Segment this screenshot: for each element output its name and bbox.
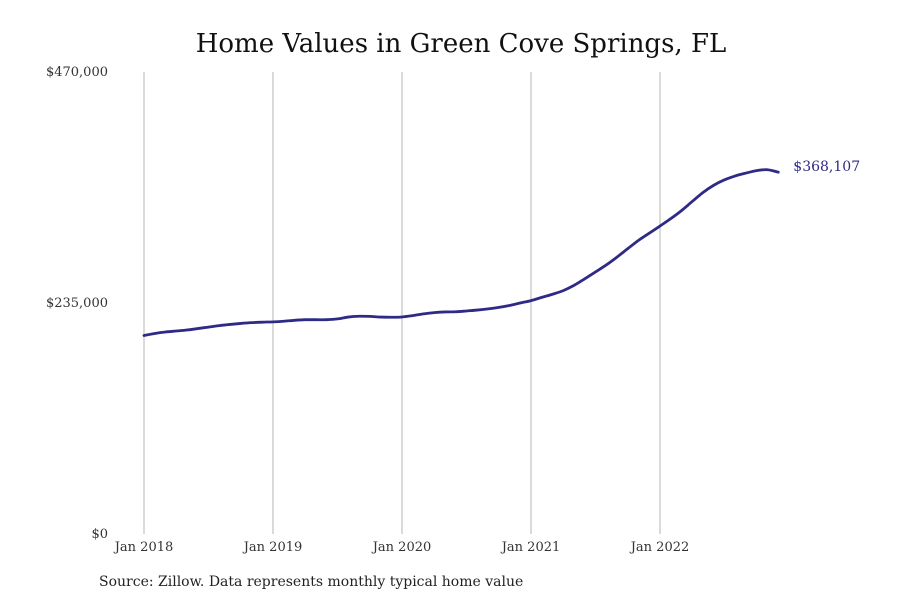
y-tick-label: $470,000 (46, 65, 108, 80)
x-tick-label: Jan 2019 (242, 540, 303, 555)
y-tick-label: $0 (91, 527, 108, 542)
x-tick-label: Jan 2020 (371, 540, 432, 555)
y-axis-ticks: $0 $235,000 $470,000 (46, 65, 108, 542)
series-line-0 (142, 168, 780, 337)
x-axis-ticks: Jan 2018 Jan 2019 Jan 2020 Jan 2021 Jan 2022 (113, 540, 690, 555)
gridlines (143, 72, 661, 534)
x-tick-label: Jan 2022 (629, 540, 690, 555)
source-note: Source: Zillow. Data represents monthly … (99, 574, 523, 590)
chart-title: Home Values in Green Cove Springs, FL (196, 29, 727, 59)
y-tick-label: $235,000 (46, 296, 108, 311)
x-tick-label: Jan 2021 (500, 540, 561, 555)
series-layer (142, 168, 780, 337)
x-tick-label: Jan 2018 (113, 540, 174, 555)
end-value-label: $368,107 (793, 159, 860, 175)
